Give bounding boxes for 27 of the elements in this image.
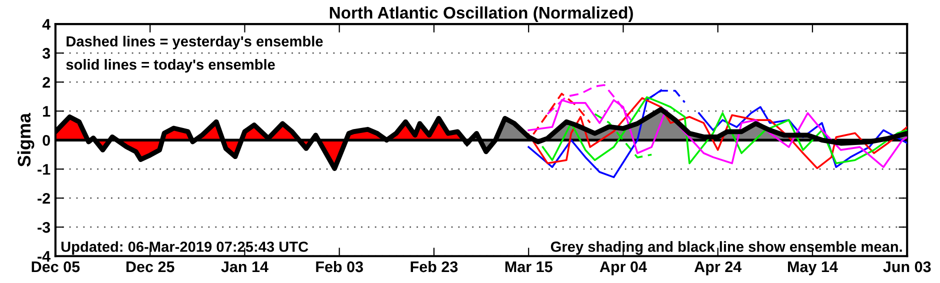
- y-tick-label: -2: [38, 192, 50, 204]
- y-axis-title: Sigma: [17, 112, 34, 167]
- x-tick-label: Dec 05: [32, 261, 80, 272]
- y-tick-label: 4: [42, 19, 51, 30]
- y-tick-label: 0: [42, 134, 50, 146]
- y-tick-label: -1: [38, 164, 50, 175]
- y-tick-label: 2: [42, 76, 50, 88]
- x-tick-label: Mar 15: [505, 262, 552, 272]
- annotation: Grey shading and black line show ensemble mean.: [550, 241, 902, 255]
- x-tick-label: Feb 23: [410, 260, 458, 272]
- x-tick-label: Apr 04: [600, 261, 647, 276]
- y-tick-label: -4: [38, 251, 51, 262]
- y-tick-label: -3: [38, 222, 50, 233]
- y-tick-label: 1: [43, 106, 50, 117]
- annotation: Updated: 06-Mar-2019 07:25:43 UTC: [61, 241, 308, 255]
- x-tick-label: Feb 03: [316, 260, 363, 272]
- x-tick-label: Jan 14: [221, 262, 268, 272]
- line-series: [532, 92, 592, 136]
- y-tick-label: 3: [42, 48, 50, 59]
- x-tick-label: May 14: [788, 262, 838, 276]
- chart-title: North Atlantic Oscillation (Normalized): [330, 6, 633, 22]
- annotation: solid lines = today's ensemble: [66, 59, 275, 73]
- x-tick-label: Jun 03: [883, 261, 931, 272]
- line-series: [594, 113, 653, 158]
- annotation: Dashed lines = yesterday's ensemble: [66, 36, 323, 50]
- x-tick-label: Dec 25: [126, 261, 174, 272]
- x-tick-label: Apr 24: [694, 261, 742, 276]
